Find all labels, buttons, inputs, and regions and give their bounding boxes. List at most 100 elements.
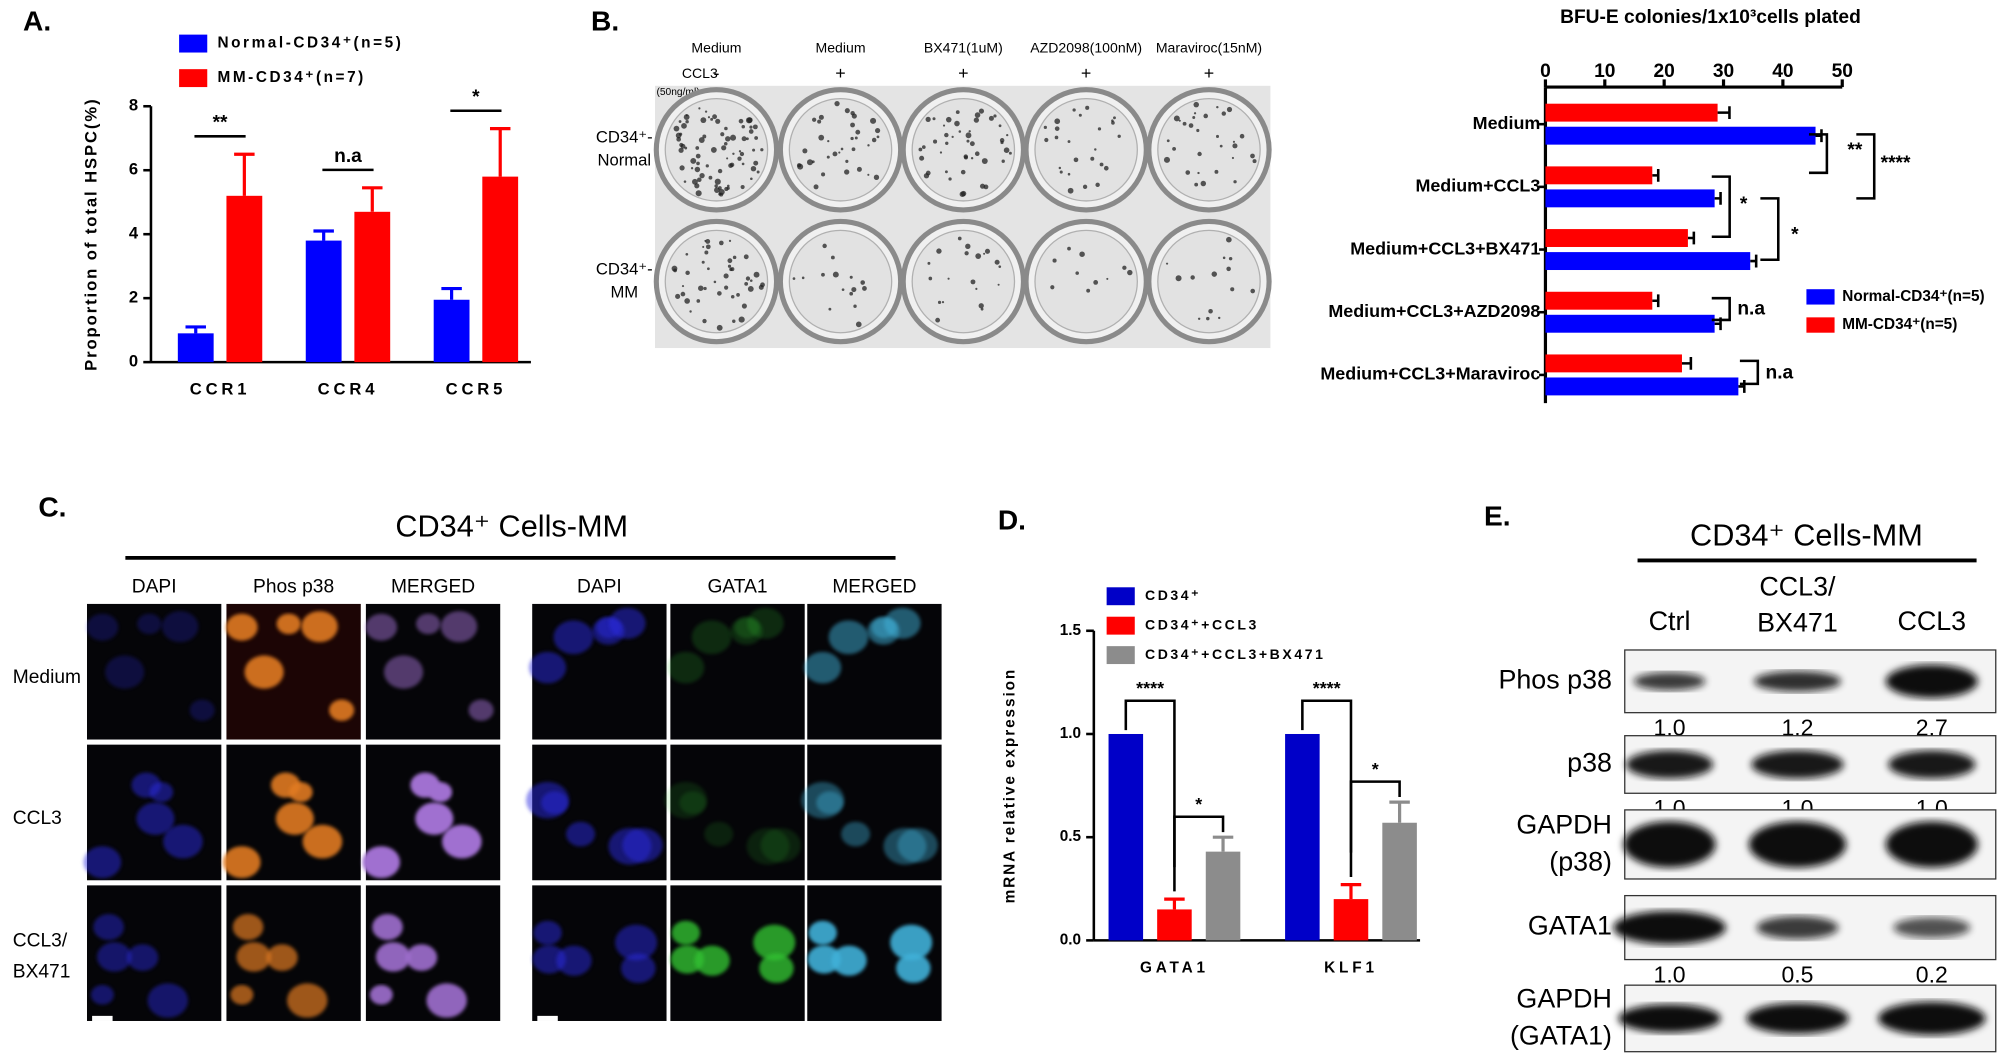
cell: [896, 953, 931, 983]
cell: [897, 828, 938, 863]
colony: [927, 261, 931, 265]
cell: [759, 953, 794, 983]
row-label: CD34⁺-: [596, 259, 653, 278]
colony: [792, 277, 796, 280]
colony: [727, 258, 733, 264]
colony: [720, 132, 725, 137]
cell: [808, 920, 837, 945]
colony: [679, 165, 685, 171]
lane-label: Ctrl: [1649, 606, 1691, 636]
cell: [302, 824, 343, 859]
colony: [713, 280, 717, 284]
error-bar: [1717, 106, 1731, 120]
y-tick-label: 4: [129, 224, 139, 243]
y-tick-label: 0.0: [1060, 931, 1081, 948]
colony: [945, 141, 949, 145]
colony: [873, 174, 880, 180]
colony: [1050, 285, 1055, 290]
legend-swatch: [179, 69, 208, 88]
colony: [690, 167, 694, 170]
bar: [1157, 909, 1192, 941]
colony: [1054, 118, 1061, 125]
colony: [1233, 180, 1237, 184]
colony: [844, 169, 850, 175]
colony: [676, 137, 682, 142]
colony: [1000, 140, 1004, 145]
significance-label: *: [1195, 794, 1202, 814]
row-label: Phos p38: [1498, 664, 1612, 694]
colony: [697, 177, 702, 183]
colony: [684, 298, 690, 304]
bar: [1545, 252, 1751, 271]
legend-label: CD34⁺+CCL3+BX471: [1145, 646, 1325, 662]
colony: [737, 156, 742, 161]
row-label: p38: [1567, 748, 1612, 778]
colony: [1067, 187, 1074, 194]
significance-label: ****: [1313, 678, 1341, 698]
cell: [679, 791, 707, 815]
band: [1753, 671, 1841, 692]
column-header: Medium: [691, 39, 741, 55]
lane-label: CCL3/: [1759, 572, 1836, 602]
colony: [728, 239, 732, 242]
row-label: (GATA1): [1510, 1021, 1612, 1051]
colony: [1239, 133, 1245, 139]
bar: [1545, 126, 1816, 145]
colony: [1197, 151, 1202, 157]
colony: [736, 292, 740, 297]
colony: [981, 158, 988, 164]
cell: [136, 802, 175, 835]
colony: [849, 291, 854, 296]
colony: [714, 184, 718, 188]
colony: [871, 137, 877, 143]
significance-label: *: [472, 87, 480, 108]
colony: [832, 151, 838, 157]
bar: [1545, 166, 1653, 185]
cell: [468, 699, 494, 721]
colony: [958, 130, 962, 133]
colony: [796, 163, 802, 168]
legend-swatch: [1106, 616, 1135, 635]
colony: [974, 151, 980, 157]
cell: [529, 651, 567, 684]
colony: [703, 286, 707, 291]
cell: [533, 920, 562, 945]
cell: [753, 924, 796, 961]
x-tick-label: 50: [1832, 61, 1853, 82]
colony: [1196, 128, 1200, 133]
panel-label: D.: [998, 504, 1026, 535]
colony: [954, 120, 960, 127]
significance-bracket: [1711, 296, 1731, 322]
cell: [163, 824, 203, 859]
significance-label: n.a: [1765, 363, 1793, 384]
colony: [1054, 135, 1059, 140]
culture-well-inner: [1034, 229, 1138, 334]
colony: [702, 245, 705, 248]
colony: [1197, 171, 1200, 175]
culture-well-inner: [788, 229, 893, 334]
colony: [969, 141, 975, 147]
cell: [383, 655, 424, 689]
colony: [966, 139, 970, 143]
cell: [223, 846, 261, 879]
colony: [933, 139, 938, 144]
colony: [973, 117, 980, 123]
colony: [699, 173, 705, 179]
colony: [942, 124, 946, 127]
bar: [1333, 899, 1369, 941]
colony: [851, 147, 856, 152]
cell: [236, 942, 272, 972]
culture-well-inner: [911, 97, 1016, 202]
colony: [870, 117, 877, 124]
colony: [936, 248, 942, 254]
colony: [679, 142, 684, 147]
colony: [753, 271, 760, 278]
colony: [740, 184, 745, 190]
colony: [1193, 112, 1197, 115]
cell: [532, 945, 566, 974]
colony: [1073, 157, 1079, 163]
band: [1885, 821, 1978, 868]
colony: [957, 236, 962, 241]
error-bar: [362, 186, 383, 212]
